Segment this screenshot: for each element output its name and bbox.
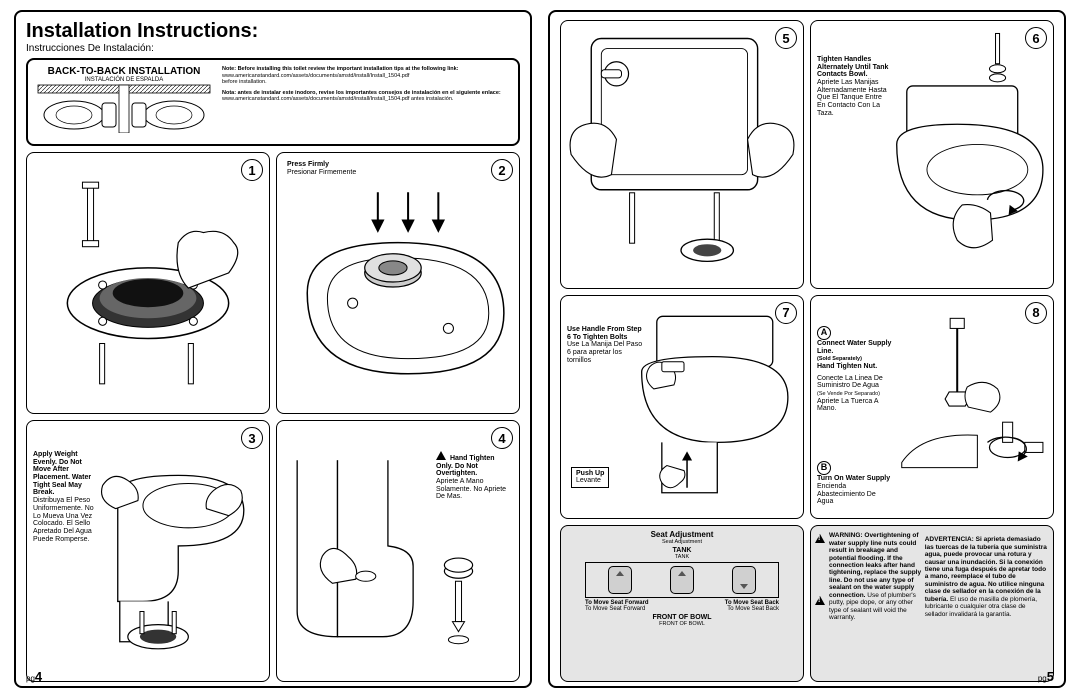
step-8-a-es3: Apriete La Tuerca A Mano. — [817, 398, 878, 413]
back-to-back-diagram — [34, 83, 214, 133]
seat-labels: To Move Seat Forward To Move Seat Forwar… — [585, 600, 779, 612]
info-title: BACK-TO-BACK INSTALLATION — [34, 66, 214, 77]
step-3-num: 3 — [241, 427, 263, 449]
steps-left: 1 2 — [26, 152, 520, 682]
step-7-bold: Use Handle From Step 6 To Tighten Bolts — [567, 326, 642, 341]
warning-icon-1 — [815, 534, 825, 543]
step-8-a-es2: (Se Vende Por Separado) — [817, 391, 880, 397]
press-firmly-es: Presionar Firmemente — [287, 169, 356, 176]
step-8-b: B Turn On Water Supply Encienda Abasteci… — [817, 461, 892, 506]
step-2: 2 Press Firmly Presionar Firmemente — [276, 152, 520, 414]
page-number-5: pg5 — [1038, 669, 1054, 684]
step-6-bold: Tighten Handles Alternately Until Tank C… — [817, 56, 888, 78]
step-8-num: 8 — [1025, 302, 1047, 324]
step-6: 6 Tighten Handles Alternately Until Tank… — [810, 20, 1054, 289]
step-6-text: Tighten Handles Alternately Until Tank C… — [817, 56, 892, 118]
page-4: Installation Instructions: Instrucciones… — [14, 10, 532, 688]
seat-adjustment-panel: Seat Adjustment Seat Adjustment TANK TAN… — [560, 525, 804, 682]
step-7-push: Push Up Levante — [571, 467, 609, 488]
step-8: 8 A Connect Water Supply Line. (Sold Sep… — [810, 295, 1054, 519]
step-1-illustration — [27, 153, 269, 413]
page-title: Installation Instructions: — [26, 20, 520, 43]
step-5-num: 5 — [775, 27, 797, 49]
step-8-a: A Connect Water Supply Line. (Sold Separ… — [817, 326, 892, 413]
warning-es: ADVERTENCIA: Si aprieta demasiado las tu… — [925, 536, 1047, 675]
step-8-a-sold: (Sold Separately) — [817, 356, 862, 362]
step-4-es: Apriete A Mano Solamente. No Apriete De … — [436, 478, 506, 500]
warning-en-bold: WARNING: Overtightening of water supply … — [829, 532, 921, 599]
info-right: Note: Before installing this toilet revi… — [222, 66, 512, 138]
step-4: 4 Hand Tighten Only. Do Not Overtighten.… — [276, 420, 520, 682]
badge-b: B — [817, 461, 831, 475]
badge-a: A — [817, 326, 831, 340]
page-subtitle: Instrucciones De Instalación: — [26, 43, 520, 54]
seat-sub: Seat Adjustment — [565, 539, 799, 545]
page-5: 5 6 Tighten Handles Alternately — [548, 10, 1066, 688]
seat-button-3 — [732, 566, 756, 594]
step-3-es: Distribuya El Peso Uniformemente. No Lo … — [33, 497, 94, 542]
pg-4: 4 — [35, 669, 42, 684]
seat-title: Seat Adjustment — [565, 530, 799, 539]
push-up: Push Up — [576, 470, 604, 477]
step-7-es: Use La Manija Del Paso 6 para apretar lo… — [567, 341, 642, 363]
seat-box — [585, 562, 779, 598]
step-7-num: 7 — [775, 302, 797, 324]
info-line2: before installation. — [222, 79, 512, 86]
seat-button-2 — [670, 566, 694, 594]
seat-front: FRONT OF BOWL — [565, 614, 799, 621]
info-line1: Note: Before installing this toilet revi… — [222, 66, 512, 73]
step-7-text: Use Handle From Step 6 To Tighten Bolts … — [567, 326, 645, 364]
step-2-num: 2 — [491, 159, 513, 181]
back-to-back-box: BACK-TO-BACK INSTALLATION INSTALACIÓN DE… — [26, 58, 520, 146]
info-left: BACK-TO-BACK INSTALLATION INSTALACIÓN DE… — [34, 66, 214, 138]
warning-icon — [436, 451, 446, 460]
step-7: 7 Use Handle From Step 6 To Tighten Bolt… — [560, 295, 804, 519]
seat-button-1 — [608, 566, 632, 594]
step-8-a-es: Conecte La Linea De Suministro De Agua — [817, 375, 883, 390]
step-3: 3 Apply Weight Evenly. Do Not Move After… — [26, 420, 270, 682]
step-1: 1 — [26, 152, 270, 414]
info-url2: www.americanstandard.com/assets/document… — [222, 96, 512, 103]
pg-5: 5 — [1047, 669, 1054, 684]
warning-es-bold: ADVERTENCIA: Si aprieta demasiado las tu… — [925, 536, 1047, 603]
step-8-b-es: Encienda Abastecimiento De Agua — [817, 483, 876, 505]
seat-tank: TANK — [565, 547, 799, 554]
step-8-a-bold: Connect Water Supply Line. — [817, 340, 891, 355]
step-5: 5 — [560, 20, 804, 289]
pg-label: pg — [26, 674, 35, 683]
warning-en: WARNING: Overtightening of water supply … — [829, 532, 925, 675]
seat-inner: Seat Adjustment Seat Adjustment TANK TAN… — [561, 526, 803, 681]
step-3-text: Apply Weight Evenly. Do Not Move After P… — [33, 451, 98, 543]
steps-right: 5 6 Tighten Handles Alternately — [560, 20, 1054, 682]
step-6-num: 6 — [1025, 27, 1047, 49]
warning-panel: WARNING: Overtightening of water supply … — [810, 525, 1054, 682]
step-4-warn: Hand Tighten Only. Do Not Overtighten. A… — [436, 451, 511, 501]
move-fwd-sub: To Move Seat Forward — [585, 606, 649, 612]
step-1-num: 1 — [241, 159, 263, 181]
warning-icon-2 — [815, 596, 825, 605]
step-2-text: Press Firmly Presionar Firmemente — [287, 161, 356, 176]
step-3-bold: Apply Weight Evenly. Do Not Move After P… — [33, 451, 91, 496]
step-2-illustration — [277, 153, 519, 413]
step-6-es: Apriete Las Manijas Alternadamente Hasta… — [817, 79, 887, 117]
info-url1: www.americanstandard.com/assets/document… — [222, 73, 512, 80]
pg-label-r: pg — [1038, 674, 1047, 683]
press-firmly: Press Firmly — [287, 161, 329, 168]
info-line3: Nota: antes de instalar este inodoro, re… — [222, 90, 512, 97]
step-4-num: 4 — [491, 427, 513, 449]
push-up-es: Levante — [576, 477, 601, 484]
step-8-b-bold: Turn On Water Supply — [817, 475, 890, 482]
seat-tank-sub: TANK — [565, 554, 799, 560]
step-8-a-hand: Hand Tighten Nut. — [817, 363, 877, 370]
seat-front-sub: FRONT OF BOWL — [565, 621, 799, 627]
move-back-sub: To Move Seat Back — [725, 606, 779, 612]
page-number-4: pg4 — [26, 669, 42, 684]
step-5-illustration — [561, 21, 803, 288]
